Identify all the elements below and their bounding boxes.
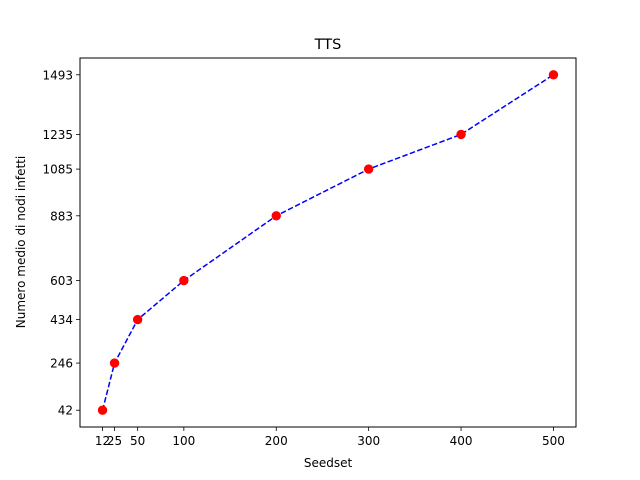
y-tick-label: 42	[58, 404, 73, 418]
y-tick-label: 1235	[42, 128, 73, 142]
data-point	[271, 211, 281, 221]
data-point	[179, 275, 189, 286]
data-point	[456, 129, 466, 140]
y-tick-label: 1085	[42, 163, 73, 177]
chart-title: TTS	[314, 37, 342, 53]
data-point	[132, 314, 143, 325]
y-axis: 42 246 434 603 883 1085 1235 1493	[42, 68, 80, 418]
x-tick-label: 50	[130, 434, 145, 448]
y-tick-label: 246	[50, 357, 73, 371]
x-tick-label: 25	[107, 434, 122, 448]
x-tick-label: 400	[450, 434, 473, 448]
x-tick-label: 300	[357, 434, 380, 448]
data-point	[97, 405, 108, 415]
series-markers	[97, 70, 559, 415]
data-point	[109, 358, 120, 368]
x-axis-label: Seedset	[304, 456, 353, 470]
y-tick-label: 1493	[42, 68, 73, 82]
data-line	[101, 74, 554, 411]
y-tick-label: 434	[50, 313, 73, 327]
series-line	[101, 74, 554, 411]
x-tick-label: 500	[542, 434, 565, 448]
y-tick-label: 603	[50, 274, 73, 288]
data-point	[548, 70, 559, 80]
y-tick-label: 883	[50, 209, 73, 223]
x-tick-label: 100	[172, 434, 195, 448]
plot-area	[79, 57, 577, 428]
x-tick-label: 200	[265, 434, 288, 448]
y-axis-label: Numero medio di nodi infetti	[14, 156, 28, 328]
x-tick-label: 12	[95, 434, 110, 448]
data-point	[363, 164, 374, 174]
